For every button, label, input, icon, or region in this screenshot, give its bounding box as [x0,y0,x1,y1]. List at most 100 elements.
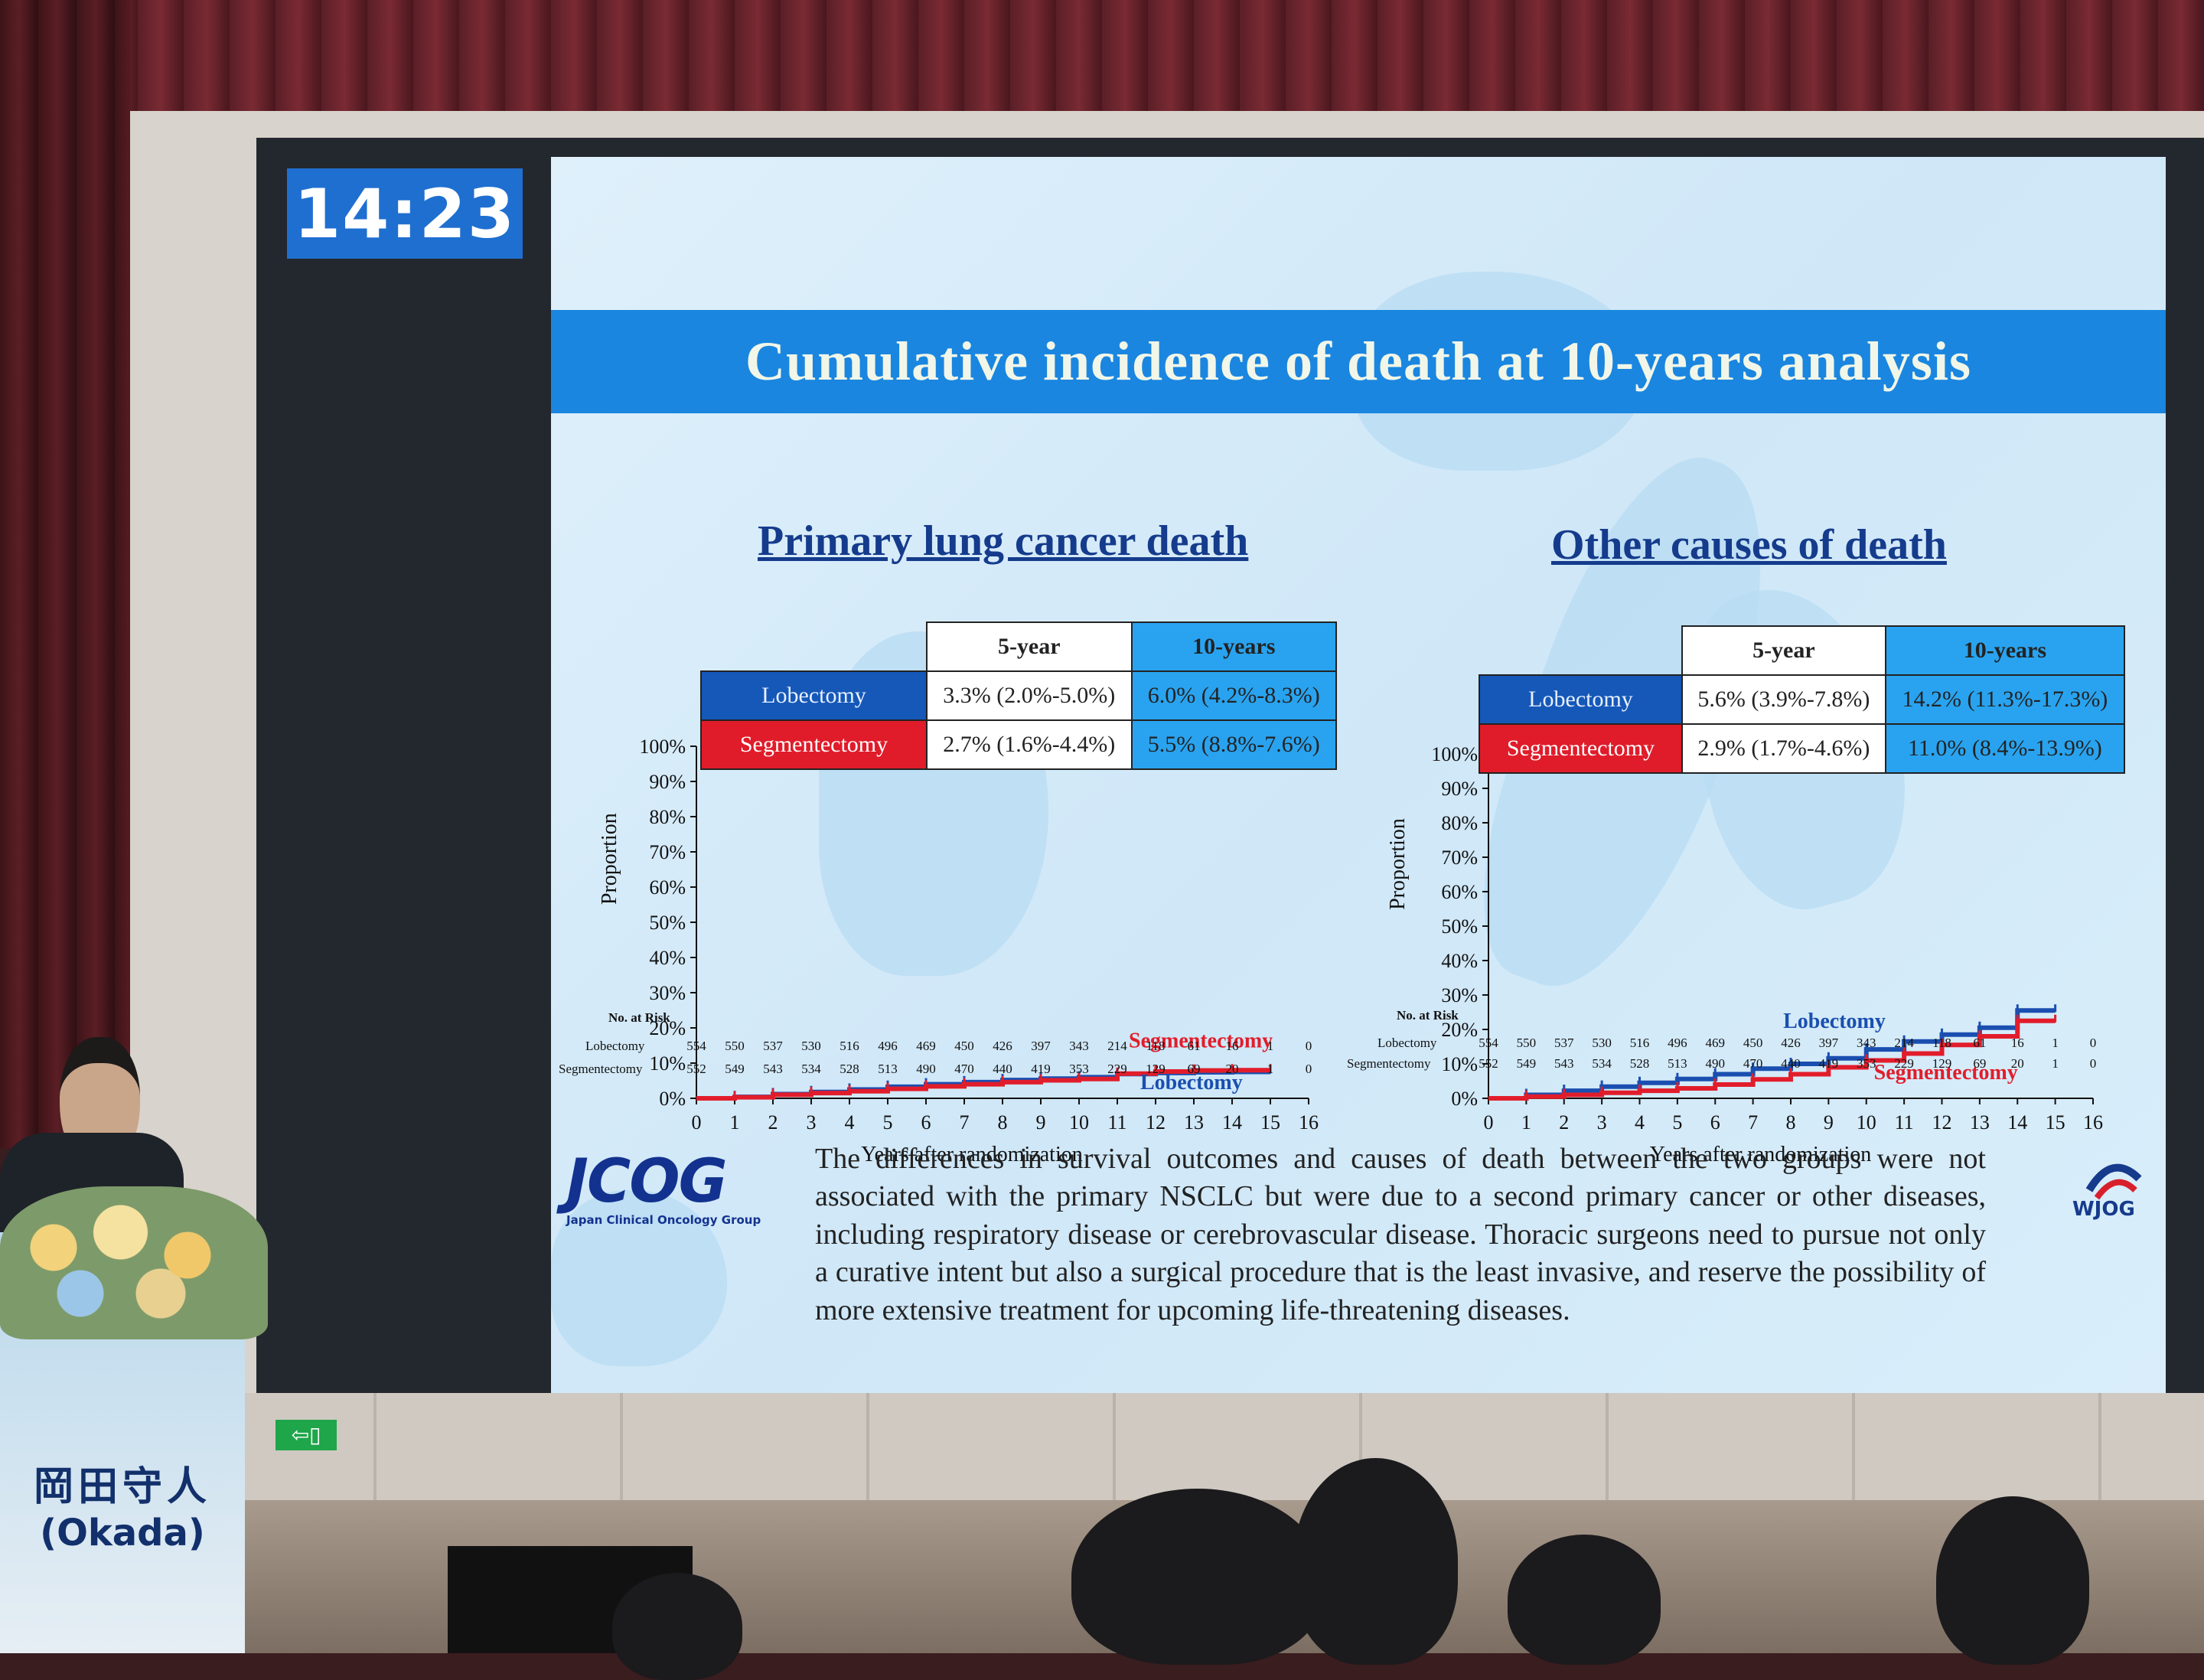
segmentectomy-5-year: 2.7% (1.6%-4.4%) [926,719,1133,770]
risk-count: 552 [1479,1056,1498,1071]
x-tick-label: 12 [1932,1111,1952,1134]
col-5-year: 5-year [1681,625,1886,676]
risk-count: 490 [916,1062,936,1076]
slide-title-bar: Cumulative incidence of death at 10-year… [551,310,2166,413]
x-tick-label: 6 [921,1111,931,1134]
x-tick-label: 9 [1036,1111,1046,1134]
y-tick-label: 40% [649,947,686,969]
risk-count: 440 [1781,1056,1801,1071]
risk-count: 397 [1031,1039,1051,1053]
risk-count: 129 [1932,1056,1952,1071]
y-tick-label: 20% [649,1017,686,1039]
x-tick-label: 15 [1260,1111,1280,1134]
risk-count: 528 [1629,1056,1650,1071]
map-shape [551,1190,727,1366]
risk-count: 118 [1146,1039,1166,1053]
risk-count: 554 [1479,1036,1498,1050]
x-tick-label: 8 [998,1111,1008,1134]
audience-head [1508,1535,1661,1665]
risk-count: 343 [1857,1036,1876,1050]
left-chart: 0%10%20%30%40%50%60%70%80%90%100%0 1 2 3 4 5 6… [598,736,1319,1166]
x-tick-label: 7 [1748,1111,1758,1134]
x-tick-label: 10 [1857,1111,1876,1134]
speaker-name-english: (Okada) [40,1512,205,1554]
segmentectomy-5-year: 2.9% (1.7%-4.6%) [1681,723,1886,774]
lobectomy-10-years: 6.0% (4.2%-8.3%) [1130,670,1337,721]
risk-count: 426 [993,1039,1012,1053]
x-tick-label: 6 [1710,1111,1720,1134]
x-tick-label: 7 [960,1111,970,1134]
x-axis-label: Years after randomization [861,1143,1083,1166]
y-tick-label: 30% [1441,984,1478,1006]
audience-head [612,1573,742,1680]
slide-title: Cumulative incidence of death at 10-year… [745,331,1971,392]
wjog-logo-icon [2085,1163,2142,1200]
lobectomy-5-year: 5.6% (3.9%-7.8%) [1681,674,1886,725]
x-tick-label: 5 [1672,1111,1682,1134]
risk-count: 69 [1187,1062,1201,1076]
risk-count: 549 [725,1062,745,1076]
x-tick-label: 10 [1069,1111,1089,1134]
y-axis-label: Proportion [1386,818,1410,910]
risk-count: 61 [1973,1036,1987,1050]
risk-count: 0 [1305,1039,1312,1053]
risk-count: 528 [840,1062,859,1076]
x-tick-label: 5 [883,1111,893,1134]
risk-count: 534 [1592,1056,1612,1071]
presentation-slide: Cumulative incidence of death at 10-year… [551,157,2166,1393]
x-tick-label: 3 [1597,1111,1607,1134]
risk-count: 229 [1107,1062,1127,1076]
risk-count: 516 [840,1039,859,1053]
x-tick-label: 3 [807,1111,817,1134]
risk-count: 490 [1705,1056,1726,1071]
left-risk-lob-label: Lobectomy [585,1039,645,1053]
risk-count: 61 [1187,1039,1201,1053]
jcog-logo-subtitle: Japan Clinical Oncology Group [566,1213,761,1227]
table-corner [701,622,927,671]
jcog-logo-text: JCOG [566,1147,728,1216]
risk-count: 530 [801,1039,821,1053]
risk-count: 496 [1668,1036,1687,1050]
risk-count: 419 [1818,1056,1839,1071]
x-tick-label: 8 [1786,1111,1796,1134]
audience-head [1936,1496,2089,1665]
risk-count: 543 [763,1062,783,1076]
x-tick-label: 16 [1299,1111,1319,1134]
segmentectomy-10-years: 5.5% (8.8%-7.6%) [1130,719,1337,770]
x-tick-label: 14 [1222,1111,1242,1134]
session-timer: 14:23 [287,168,523,259]
risk-count: 534 [801,1062,821,1076]
wjog-logo-text: WJOG [2072,1198,2135,1221]
series-line-lobectomy [1488,1008,2056,1101]
y-tick-label: 100% [1431,743,1478,765]
x-tick-label: 2 [1559,1111,1569,1134]
risk-count: 470 [1743,1056,1763,1071]
x-tick-label: 1 [1521,1111,1531,1134]
y-tick-label: 0% [1451,1088,1478,1110]
risk-count: 20 [1225,1062,1239,1076]
risk-count: 69 [1973,1056,1987,1071]
risk-count: 549 [1516,1056,1537,1071]
risk-count: 353 [1069,1062,1089,1076]
y-tick-label: 100% [639,736,686,758]
y-tick-label: 60% [649,876,686,899]
series-annotation: Segmentectomy [1874,1061,2018,1085]
y-tick-label: 20% [1441,1019,1478,1041]
right-chart-title: Other causes of death [1551,521,1947,569]
row-lobectomy-label: Lobectomy [700,670,928,721]
row-segmentectomy-label: Segmentectomy [1479,723,1683,774]
risk-count: 214 [1894,1036,1914,1050]
x-tick-label: 9 [1824,1111,1834,1134]
series-line-segmentectomy [1488,1018,2056,1101]
risk-count: 537 [763,1039,783,1053]
y-tick-label: 60% [1441,881,1478,903]
risk-count: 550 [1516,1036,1537,1050]
y-tick-label: 10% [1441,1053,1478,1075]
x-tick-label: 16 [2083,1111,2103,1134]
risk-count: 470 [954,1062,974,1076]
risk-count: 450 [1743,1036,1763,1050]
table-corner [1479,626,1682,675]
risk-count: 550 [725,1039,745,1053]
risk-count: 1 [2052,1036,2059,1050]
risk-count: 469 [916,1039,936,1053]
